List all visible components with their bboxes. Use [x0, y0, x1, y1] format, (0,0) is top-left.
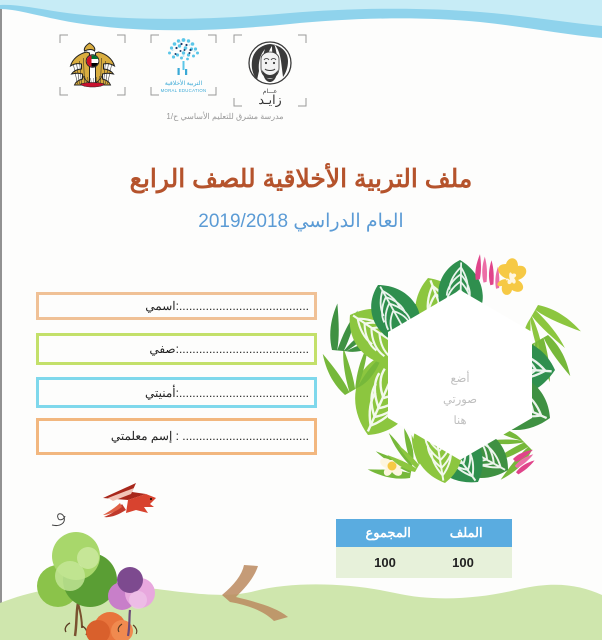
svg-text:هنا: هنا [453, 414, 466, 427]
svg-text:أضع: أضع [450, 370, 469, 385]
svg-text:صورتي: صورتي [443, 394, 477, 406]
svg-text:زايـد: زايـد [258, 93, 281, 108]
svg-text:MORAL EDUCATION: MORAL EDUCATION [161, 88, 207, 93]
svg-text:التربية الأخلاقية: التربية الأخلاقية [165, 78, 203, 87]
